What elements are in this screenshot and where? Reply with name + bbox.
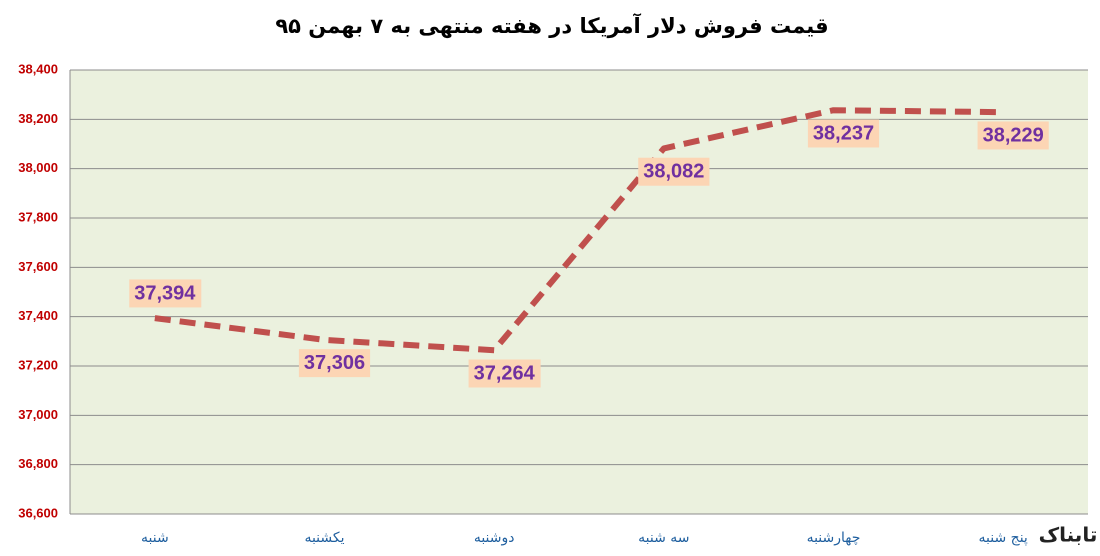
watermark: تابناک [1039,523,1098,547]
value-label-box [807,119,880,148]
x-tick-label: چهارشنبه [807,530,861,546]
x-tick-label: شنبه [141,530,169,546]
chart-title: قیمت فروش دلار آمریکا در هفته منتهی به ۷… [275,13,828,38]
value-label: 38,237 [813,122,874,144]
value-label: 37,394 [134,282,196,304]
y-tick-label: 37,200 [18,357,58,372]
y-tick-label: 37,600 [18,259,58,274]
value-label: 37,306 [304,352,365,374]
y-tick-label: 38,200 [18,111,58,126]
y-tick-label: 36,600 [18,505,58,520]
value-label: 38,082 [643,161,704,183]
y-tick-label: 37,800 [18,209,58,224]
x-tick-label: یکشنبه [304,530,344,546]
x-tick-label: دوشنبه [474,530,515,546]
plot-area [70,70,1088,514]
value-label-box [468,359,541,388]
y-tick-label: 38,000 [18,160,58,175]
value-label-box [129,279,202,308]
value-label-box [977,121,1049,150]
x-tick-label: پنج شنبه [979,530,1028,546]
value-label-box [638,157,710,186]
x-tick-label: سه شنبه [638,530,689,546]
y-tick-label: 37,000 [18,407,58,422]
y-tick-label: 37,400 [18,308,58,323]
value-label: 37,264 [474,362,536,384]
line [154,107,1004,354]
y-tick-label: 36,800 [18,456,58,471]
value-label: 38,229 [983,124,1044,146]
y-tick-label: 38,400 [18,61,58,76]
value-label-box [298,349,371,378]
